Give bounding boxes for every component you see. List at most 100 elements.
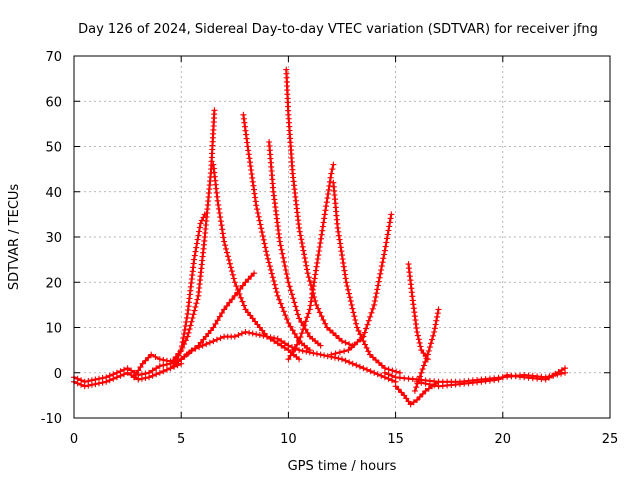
data-point — [218, 222, 225, 229]
data-point — [99, 375, 106, 381]
data-point — [289, 291, 295, 298]
data-point — [160, 362, 167, 369]
data-point — [308, 298, 315, 305]
data-point — [318, 313, 325, 320]
data-point — [357, 336, 364, 343]
data-point — [297, 334, 304, 341]
data-point — [558, 367, 565, 374]
data-point — [218, 310, 225, 316]
series-rise-12h — [285, 161, 337, 363]
data-point — [121, 366, 127, 373]
data-point — [146, 369, 152, 376]
data-point — [378, 267, 385, 273]
data-point — [273, 289, 280, 296]
data-point — [156, 369, 163, 376]
data-point — [343, 279, 350, 286]
data-point — [431, 329, 438, 335]
data-point — [214, 317, 221, 324]
data-point — [339, 356, 345, 363]
data-point — [342, 339, 349, 346]
series-fall-12h — [330, 179, 403, 376]
data-point — [149, 372, 156, 379]
data-point — [341, 348, 348, 355]
data-point — [179, 344, 186, 351]
data-point — [413, 384, 420, 391]
data-point — [282, 312, 289, 319]
series-arc-6h — [173, 107, 218, 363]
data-point — [301, 251, 308, 258]
data-point — [226, 299, 233, 306]
data-point — [322, 207, 329, 214]
data-point — [286, 283, 293, 290]
data-point — [491, 377, 498, 384]
data-point — [298, 330, 305, 337]
data-point — [217, 214, 224, 221]
data-point — [434, 313, 441, 320]
y-tick-label: 20 — [45, 276, 62, 291]
series-arc-5.5h — [167, 211, 208, 367]
data-point — [239, 282, 246, 289]
data-point — [106, 372, 113, 379]
data-point — [195, 232, 202, 239]
data-point — [351, 341, 358, 348]
data-point — [321, 215, 328, 222]
data-point — [320, 219, 327, 226]
data-point — [192, 248, 199, 255]
data-point — [259, 233, 266, 239]
data-point — [242, 329, 249, 335]
x-tick-label: 5 — [177, 432, 185, 447]
data-point — [392, 383, 399, 390]
data-point — [301, 255, 308, 262]
data-point — [542, 376, 549, 383]
data-point — [191, 345, 198, 352]
data-point — [389, 372, 395, 379]
data-point — [365, 348, 372, 355]
data-point — [342, 275, 349, 282]
data-point — [499, 374, 506, 381]
data-point — [549, 372, 556, 379]
data-point — [299, 347, 306, 354]
data-point — [193, 244, 200, 251]
data-point — [270, 278, 277, 284]
data-point — [335, 228, 342, 235]
data-point — [325, 191, 332, 197]
data-point — [110, 371, 117, 378]
data-point — [422, 358, 429, 365]
data-point — [183, 314, 190, 321]
data-point — [234, 289, 241, 296]
data-point — [300, 247, 307, 254]
data-point — [160, 356, 167, 363]
data-point — [414, 378, 420, 385]
data-point — [364, 321, 371, 328]
data-point — [219, 226, 226, 233]
data-point — [267, 335, 274, 342]
series-tail-b — [414, 365, 568, 390]
data-point — [414, 396, 420, 403]
data-point — [312, 297, 319, 304]
data-point — [298, 319, 305, 326]
data-point — [210, 324, 217, 331]
data-point — [346, 359, 353, 366]
data-point — [178, 356, 185, 363]
data-point — [152, 353, 159, 360]
data-point — [374, 371, 381, 378]
data-point — [363, 344, 370, 351]
data-point — [193, 240, 200, 247]
data-point — [226, 260, 233, 267]
data-point — [342, 357, 349, 364]
data-point — [422, 380, 429, 387]
data-point — [336, 335, 342, 342]
series-peak-10h — [283, 66, 356, 349]
data-point — [314, 350, 320, 357]
data-point — [324, 324, 330, 331]
data-point — [303, 348, 310, 355]
data-point — [327, 174, 334, 181]
data-point — [377, 270, 384, 277]
data-point — [517, 373, 523, 380]
data-point — [231, 279, 238, 286]
data-point — [139, 360, 146, 367]
data-point — [241, 302, 247, 309]
data-point — [313, 263, 320, 270]
data-point — [374, 286, 381, 293]
data-point — [221, 306, 228, 313]
